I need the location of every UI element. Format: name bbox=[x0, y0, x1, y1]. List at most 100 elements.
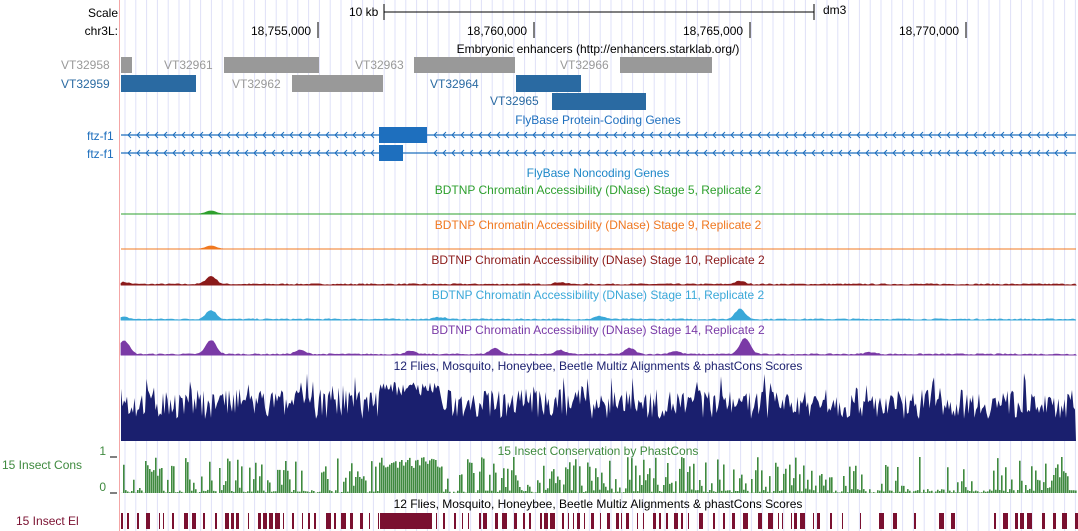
conserved-element[interactable] bbox=[292, 513, 294, 529]
conserved-element[interactable] bbox=[573, 513, 574, 529]
conserved-element[interactable] bbox=[231, 513, 234, 529]
conserved-element[interactable] bbox=[283, 513, 284, 529]
conserved-element[interactable] bbox=[879, 513, 884, 529]
conserved-element[interactable] bbox=[1062, 513, 1067, 529]
conserved-element[interactable] bbox=[951, 513, 955, 529]
enhancer-label-VT32966[interactable]: VT32966 bbox=[560, 58, 609, 72]
conserved-element[interactable] bbox=[607, 513, 610, 529]
conserved-element[interactable] bbox=[225, 513, 229, 529]
enhancer-VT32959[interactable] bbox=[121, 75, 196, 92]
conserved-element[interactable] bbox=[643, 513, 644, 529]
conserved-element[interactable] bbox=[350, 513, 353, 529]
conserved-element[interactable] bbox=[326, 513, 331, 529]
conserved-element[interactable] bbox=[1042, 513, 1045, 529]
conserved-element[interactable] bbox=[653, 513, 656, 529]
conserved-element[interactable] bbox=[163, 513, 164, 529]
conserved-element[interactable] bbox=[544, 513, 548, 529]
conserved-element[interactable] bbox=[732, 513, 735, 529]
conserved-element[interactable] bbox=[659, 513, 661, 529]
conserved-element[interactable] bbox=[529, 513, 531, 529]
enhancer-label-VT32965[interactable]: VT32965 bbox=[490, 94, 539, 108]
conserved-element[interactable] bbox=[334, 513, 336, 529]
conserved-element[interactable] bbox=[236, 513, 239, 529]
conserved-element[interactable] bbox=[514, 513, 517, 529]
conserved-element[interactable] bbox=[1053, 513, 1056, 529]
enhancer-features[interactable] bbox=[121, 57, 712, 110]
conserved-element[interactable] bbox=[860, 513, 861, 529]
conserved-element[interactable] bbox=[577, 513, 580, 529]
conserved-element[interactable] bbox=[681, 513, 683, 529]
conserved-element[interactable] bbox=[378, 513, 379, 529]
conserved-element[interactable] bbox=[1003, 513, 1008, 529]
conserved-element[interactable] bbox=[562, 513, 564, 529]
conserved-element[interactable] bbox=[215, 513, 217, 529]
conserved-element[interactable] bbox=[495, 513, 498, 529]
conserved-element[interactable] bbox=[275, 513, 280, 529]
conserved-element[interactable] bbox=[1075, 513, 1078, 529]
conserved-element[interactable] bbox=[743, 513, 748, 529]
gene-label-ftz-f1-2[interactable]: ftz-f1 bbox=[87, 147, 114, 161]
conserved-element[interactable] bbox=[830, 513, 832, 529]
enhancer-label-VT32961[interactable]: VT32961 bbox=[164, 58, 213, 72]
conserved-element[interactable] bbox=[584, 513, 585, 529]
phastcons-track[interactable] bbox=[110, 456, 1077, 494]
enhancer-label-VT32962[interactable]: VT32962 bbox=[232, 77, 281, 91]
conserved-element[interactable] bbox=[1015, 513, 1018, 529]
conserved-element[interactable] bbox=[800, 513, 805, 529]
dnase-signal-tracks[interactable] bbox=[120, 210, 1078, 356]
conserved-element[interactable] bbox=[479, 513, 481, 529]
conserved-element[interactable] bbox=[380, 513, 432, 529]
conserved-element[interactable] bbox=[454, 513, 456, 529]
conserved-element[interactable] bbox=[813, 513, 814, 529]
conserved-element[interactable] bbox=[436, 513, 437, 529]
conserved-element[interactable] bbox=[192, 513, 196, 529]
conserved-element[interactable] bbox=[308, 513, 310, 529]
conserved-element[interactable] bbox=[462, 513, 463, 529]
conserved-element[interactable] bbox=[137, 513, 139, 529]
enhancer-VT32964[interactable] bbox=[516, 75, 581, 92]
conserved-element[interactable] bbox=[443, 513, 445, 529]
conserved-element[interactable] bbox=[616, 513, 619, 529]
conserved-element[interactable] bbox=[184, 513, 188, 529]
conserved-element[interactable] bbox=[666, 513, 668, 529]
conserved-element[interactable] bbox=[791, 513, 792, 529]
conserved-element[interactable] bbox=[842, 513, 843, 529]
conserved-element[interactable] bbox=[600, 513, 601, 529]
conserved-element[interactable] bbox=[782, 513, 783, 529]
conserved-element[interactable] bbox=[550, 513, 555, 529]
enhancer-label-VT32959[interactable]: VT32959 bbox=[61, 77, 110, 91]
conserved-element[interactable] bbox=[523, 513, 525, 529]
conserved-element[interactable] bbox=[258, 513, 261, 529]
conserved-element[interactable] bbox=[674, 513, 678, 529]
conserved-element[interactable] bbox=[483, 513, 487, 529]
multiz-track[interactable] bbox=[121, 373, 1076, 441]
elements-side-label[interactable]: 15 Insect El bbox=[16, 514, 79, 528]
enhancer-VT32965[interactable] bbox=[552, 93, 646, 110]
enhancer-VT32963[interactable] bbox=[414, 57, 515, 73]
enhancer-VT32961[interactable] bbox=[224, 57, 319, 73]
conserved-element[interactable] bbox=[302, 513, 303, 529]
conserved-element[interactable] bbox=[713, 513, 715, 529]
conserved-element[interactable] bbox=[768, 513, 773, 529]
conserved-element[interactable] bbox=[723, 513, 725, 529]
conserved-element[interactable] bbox=[121, 513, 123, 529]
conserved-element[interactable] bbox=[540, 513, 542, 529]
gene-label-ftz-f1-1[interactable]: ftz-f1 bbox=[87, 129, 114, 143]
gene-ftz-f1-2[interactable] bbox=[121, 145, 1076, 161]
conserved-element[interactable] bbox=[263, 513, 267, 529]
enhancer-VT32962[interactable] bbox=[292, 75, 383, 92]
conserved-element[interactable] bbox=[591, 513, 594, 529]
conserved-element[interactable] bbox=[360, 513, 363, 529]
conserved-element[interactable] bbox=[248, 513, 249, 529]
enhancer-label-VT32964[interactable]: VT32964 bbox=[430, 77, 479, 91]
conserved-element[interactable] bbox=[914, 513, 916, 529]
conserved-element[interactable] bbox=[688, 513, 689, 529]
enhancer-VT32966[interactable] bbox=[620, 57, 712, 73]
conserved-element[interactable] bbox=[172, 513, 174, 529]
conserved-element[interactable] bbox=[626, 513, 629, 529]
conserved-element[interactable] bbox=[568, 513, 569, 529]
conserved-element[interactable] bbox=[939, 513, 944, 529]
conserved-element[interactable] bbox=[758, 513, 762, 529]
conserved-element[interactable] bbox=[269, 513, 273, 529]
